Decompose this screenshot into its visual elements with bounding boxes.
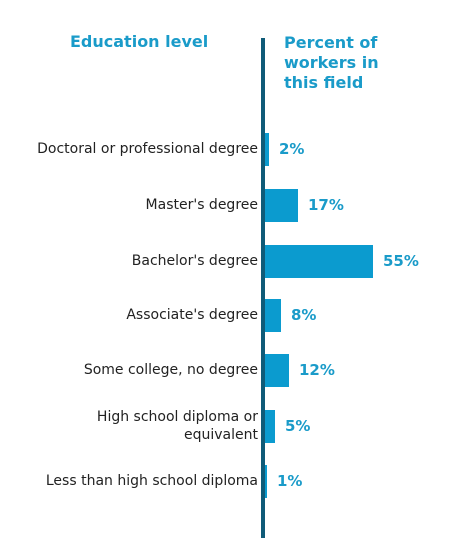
category-label: Master's degree [145,197,258,213]
value-label: 17% [308,196,344,214]
category-label: Bachelor's degree [131,253,258,269]
category-label: High school diploma or equivalent [96,409,258,443]
value-label: 12% [299,361,335,379]
value-label: 2% [279,140,305,158]
value-label: 55% [383,252,419,270]
category-label: Less than high school diploma [45,473,258,489]
bar [265,133,269,166]
axis-line [261,38,265,538]
category-label: Associate's degree [126,307,258,323]
value-label: 8% [291,306,317,324]
value-label: 5% [285,417,311,435]
bar [265,245,373,278]
bar [265,465,267,498]
bar [265,299,281,332]
category-axis-header: Education level [70,32,209,51]
category-label: Doctoral or professional degree [37,141,258,157]
value-axis-header: Percent of workers in this field [284,33,379,92]
bar [265,189,298,222]
category-label: Some college, no degree [83,362,258,378]
value-label: 1% [277,472,303,490]
bar [265,410,275,443]
bar [265,354,289,387]
